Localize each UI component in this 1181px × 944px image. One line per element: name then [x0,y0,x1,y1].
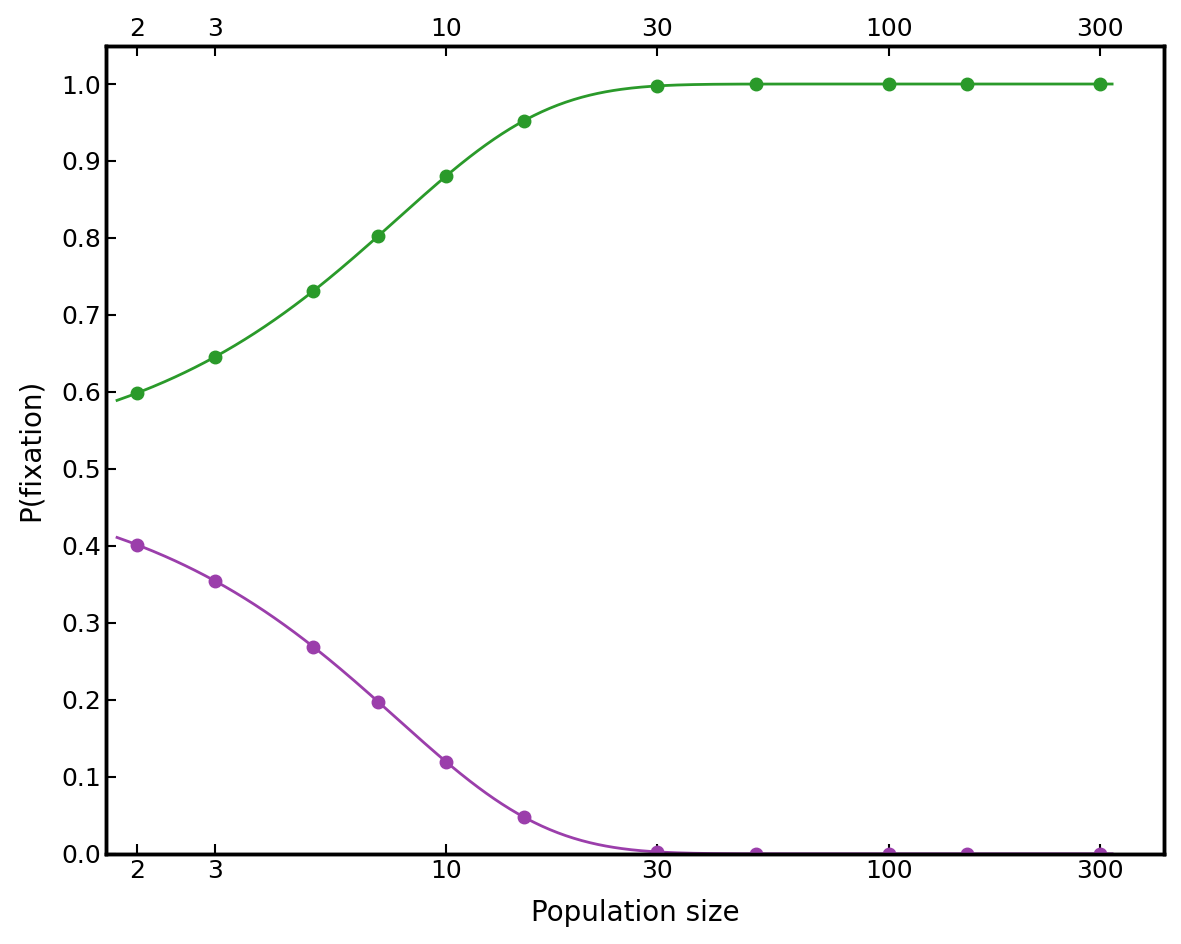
X-axis label: Population size: Population size [531,900,739,927]
Y-axis label: P(fixation): P(fixation) [17,379,45,521]
